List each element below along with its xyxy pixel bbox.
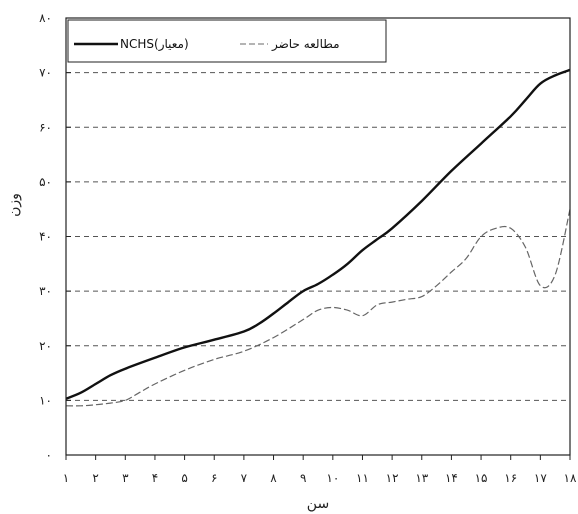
chart-legend: NCHS(معیار) مطالعه حاضر — [67, 19, 387, 63]
series-line-0 — [65, 68, 571, 400]
x-tick-label: ۳ — [122, 471, 129, 485]
x-tick-label: ۱۰ — [326, 471, 339, 485]
x-tick-label: ۶ — [211, 471, 217, 485]
x-tick-label: ۱۲ — [386, 471, 399, 485]
y-tick-label: ۴۰ — [39, 230, 52, 244]
x-tick-label: ۷ — [241, 471, 248, 485]
x-tick-label: ۱۴ — [445, 471, 458, 485]
series-line-1 — [65, 209, 571, 407]
x-tick-label: ۵ — [181, 471, 187, 485]
y-axis-title: وزن — [6, 193, 22, 217]
y-tick-label: ۲۰ — [39, 339, 52, 353]
series-lines — [65, 68, 571, 407]
y-tick-label: ۷۰ — [39, 66, 52, 80]
x-tick-label: ۱۷ — [534, 471, 547, 485]
legend-box — [67, 19, 387, 63]
legend-label-series-1: مطالعه حاضر — [271, 37, 340, 52]
x-axis-ticks: ۱ ۲ ۳ ۴ ۵ ۶ ۷ ۸ ۹ ۱۰ ۱۱ ۱۲ ۱۳ ۱۴ ۱۵ ۱۶ ۱۷ ۱۸ — [63, 455, 577, 485]
x-tick-label: ۱۵ — [475, 471, 488, 485]
y-axis-ticks: ۰ ۱۰ ۲۰ ۳۰ ۴۰ ۵۰ ۶۰ ۷۰ ۸۰ — [39, 11, 71, 462]
x-tick-label: ۴ — [152, 471, 158, 485]
x-tick-label: ۱۸ — [564, 471, 577, 485]
y-tick-label: ۶۰ — [39, 120, 52, 134]
x-tick-label: ۱ — [63, 471, 69, 485]
grid-lines — [66, 72, 570, 401]
plot-frame — [65, 17, 571, 456]
y-tick-label: ۸۰ — [39, 11, 52, 25]
x-tick-label: ۱۶ — [504, 471, 517, 485]
y-tick-label: ۳۰ — [39, 284, 52, 298]
x-tick-label: ۸ — [270, 471, 277, 485]
legend-label-series-0: NCHS(معیار) — [120, 37, 189, 52]
x-axis-title: سن — [307, 496, 329, 512]
x-tick-label: ۱۱ — [356, 471, 369, 485]
y-tick-label: ۵۰ — [39, 175, 52, 189]
x-tick-label: ۲ — [92, 471, 98, 485]
x-tick-label: ۱۳ — [415, 471, 428, 485]
y-tick-label: ۰ — [46, 448, 52, 462]
x-tick-label: ۹ — [300, 471, 306, 485]
y-tick-label: ۱۰ — [39, 393, 52, 407]
